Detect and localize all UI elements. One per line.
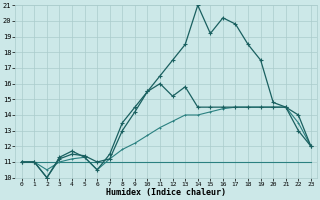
X-axis label: Humidex (Indice chaleur): Humidex (Indice chaleur) — [106, 188, 226, 197]
